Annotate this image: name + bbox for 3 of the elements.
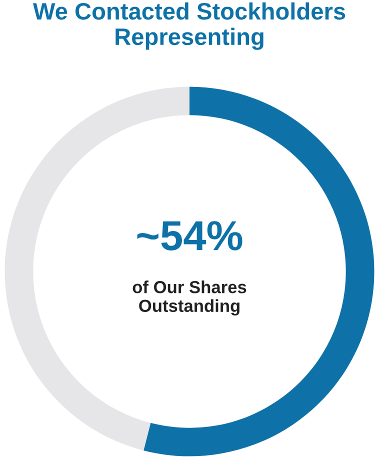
data-label: ~54% xyxy=(137,221,242,250)
chart-title: We Contacted Stockholders Representing xyxy=(32,2,346,50)
text: of Our Shares Outstanding xyxy=(132,280,246,316)
